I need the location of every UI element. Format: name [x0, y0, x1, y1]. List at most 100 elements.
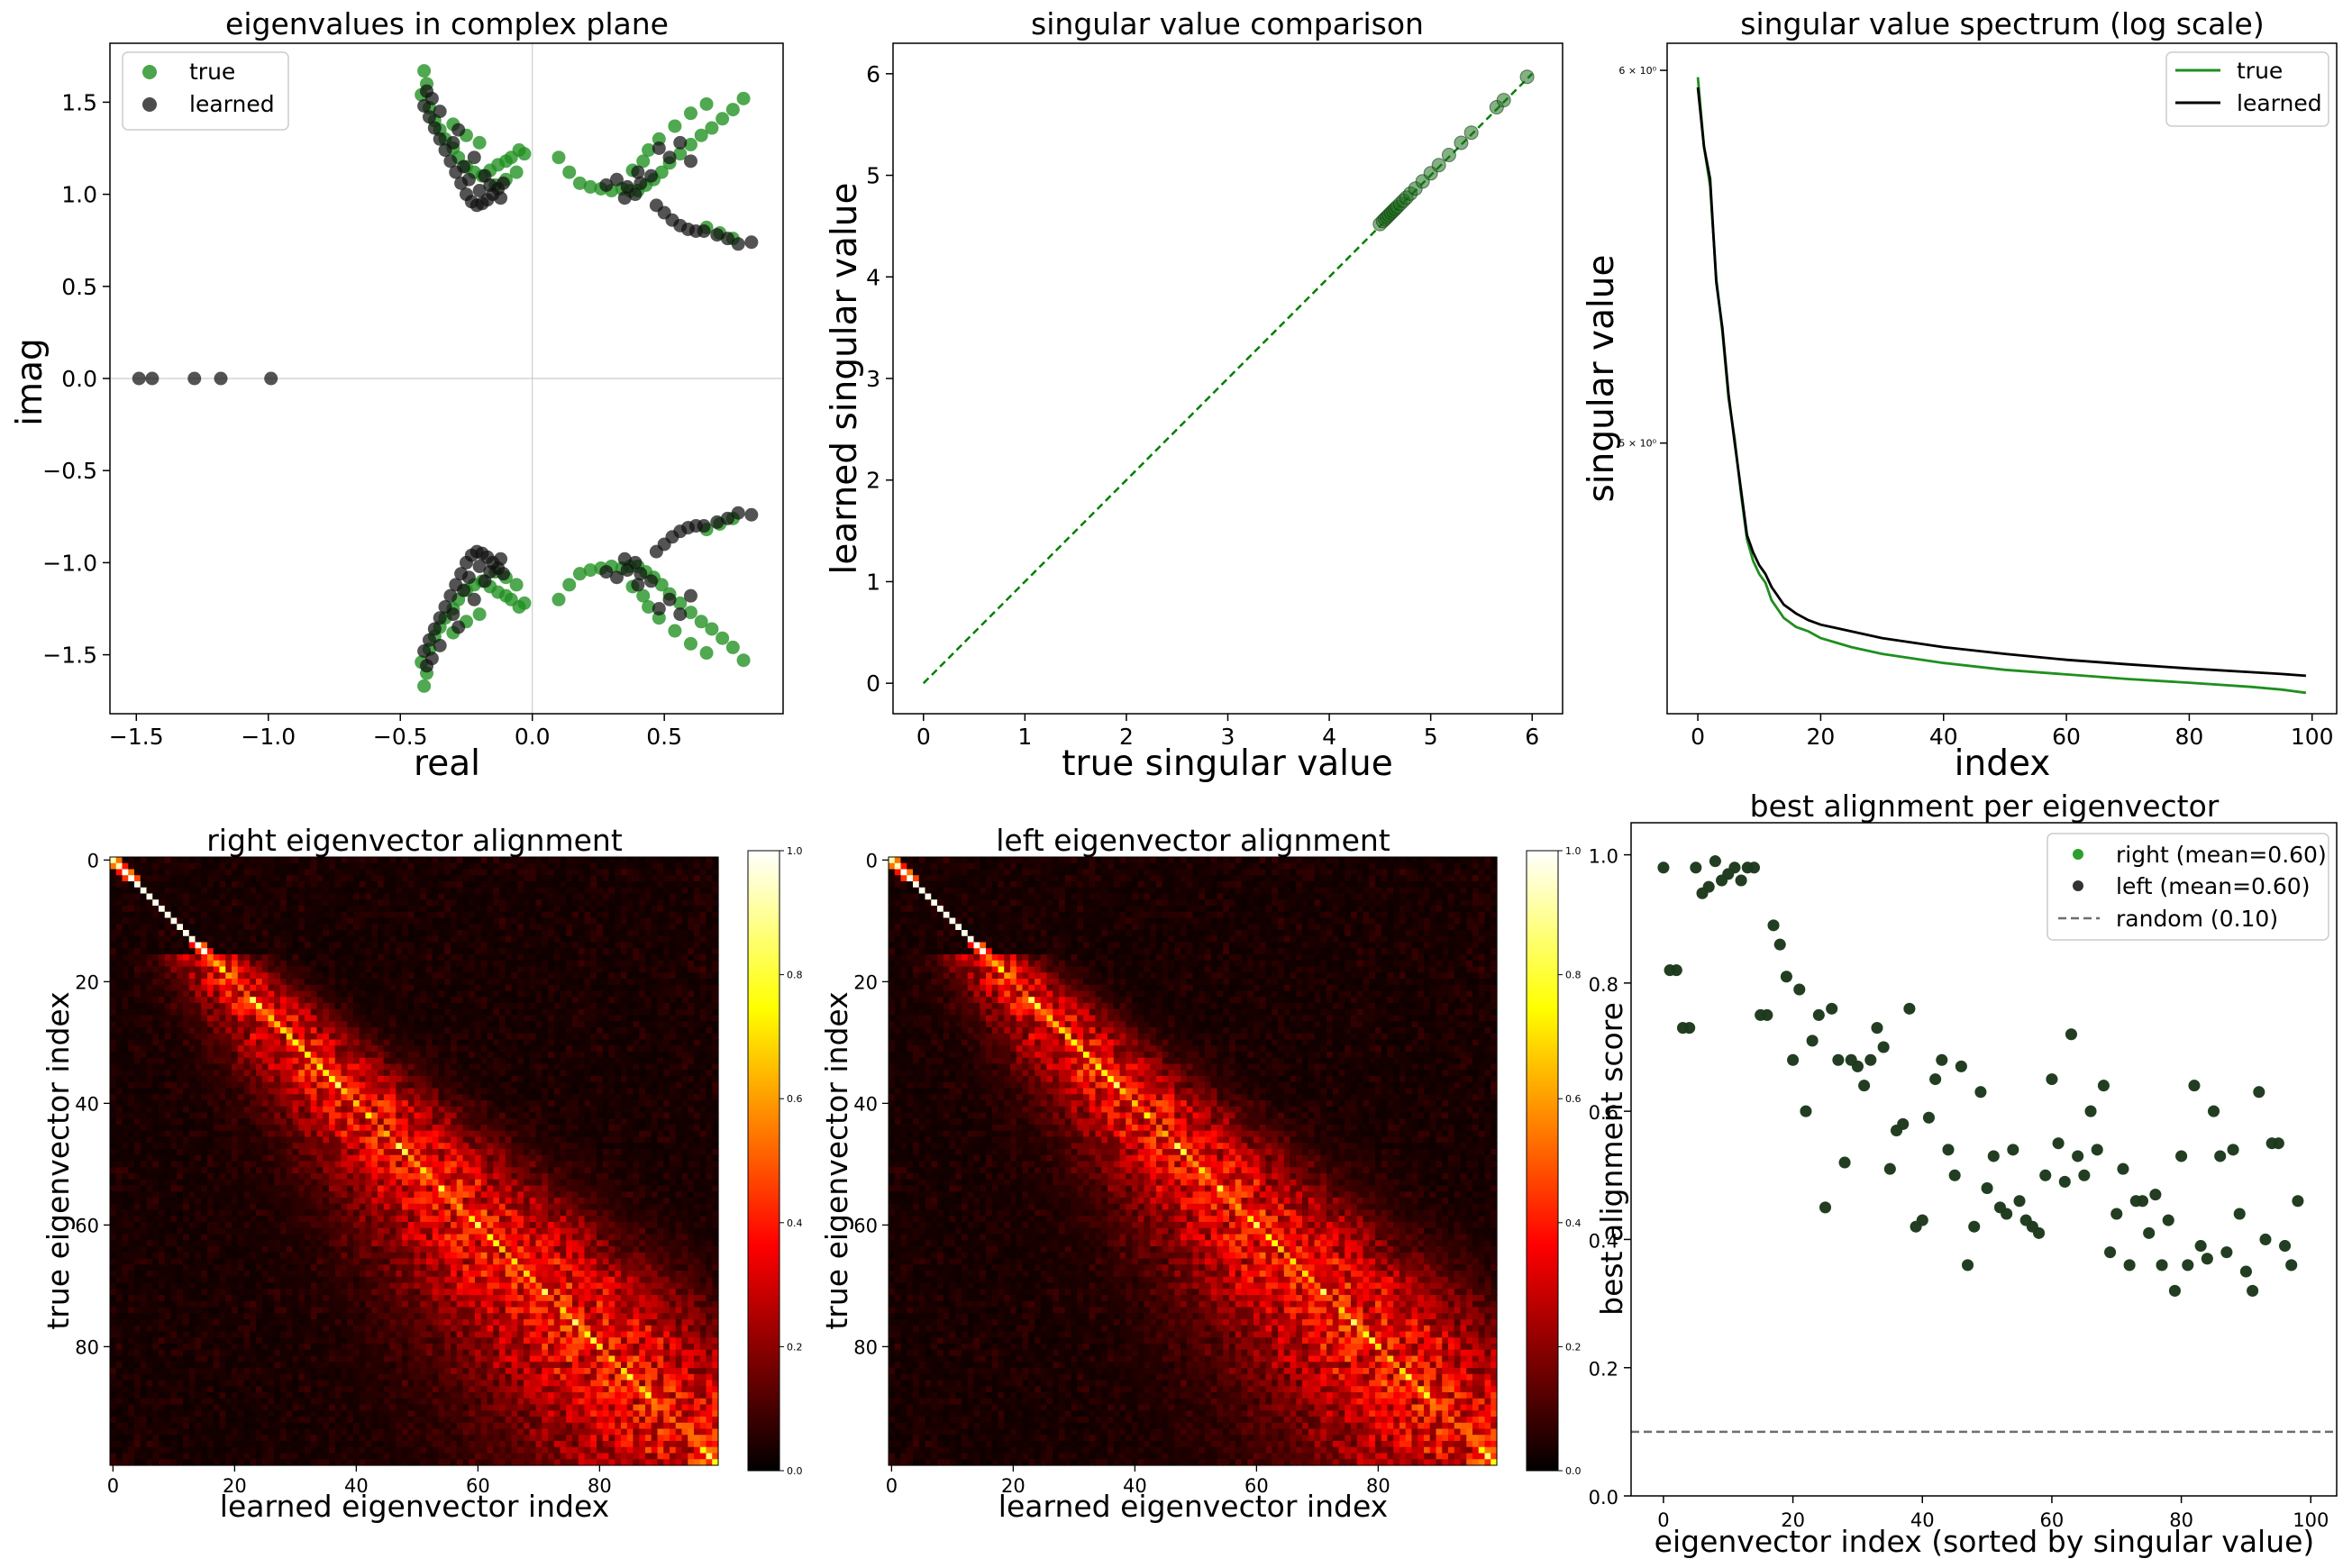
heatmap-cell	[213, 979, 221, 986]
heatmap-cell	[323, 917, 330, 925]
heatmap-cell	[699, 1057, 707, 1065]
heatmap-cell	[219, 1033, 226, 1041]
heatmap-cell	[359, 1070, 367, 1077]
heatmap-cell	[256, 1130, 263, 1138]
true-eigenvalue-point	[517, 596, 532, 610]
heatmap-cell	[529, 906, 537, 913]
heatmap-cell	[499, 917, 506, 925]
heatmap-cell	[195, 1063, 202, 1071]
heatmap-cell	[688, 881, 695, 889]
heatmap-cell	[164, 924, 172, 931]
heatmap-cell	[407, 954, 415, 962]
heatmap-cell	[584, 893, 591, 900]
heatmap-cell	[201, 930, 208, 937]
heatmap-cell	[602, 954, 610, 962]
heatmap-cell	[201, 954, 208, 962]
heatmap-cell	[608, 887, 615, 895]
heatmap-cell	[347, 1088, 354, 1095]
heatmap-cell	[128, 942, 135, 949]
heatmap-cell	[572, 1045, 579, 1053]
heatmap-cell	[140, 1052, 148, 1059]
heatmap-cell	[657, 1118, 664, 1126]
heatmap-cell	[456, 899, 464, 907]
heatmap-cell	[286, 924, 294, 931]
heatmap-cell	[237, 930, 245, 937]
heatmap-cell	[110, 1070, 117, 1077]
heatmap-cell	[444, 935, 451, 944]
heatmap-cell	[170, 1021, 178, 1028]
heatmap-cell	[462, 899, 469, 907]
learned-eigenvalue-point	[427, 622, 442, 636]
heatmap-cell	[633, 906, 640, 913]
heatmap-cell	[389, 1106, 397, 1114]
heatmap-cell	[438, 1094, 445, 1101]
heatmap-cell	[371, 942, 378, 949]
heatmap-cell	[529, 979, 537, 986]
heatmap-cell	[505, 893, 513, 900]
heatmap-cell	[438, 984, 445, 992]
heatmap-cell	[499, 972, 506, 980]
heatmap-cell	[584, 1081, 591, 1089]
heatmap-cell	[195, 917, 202, 925]
heatmap-cell	[517, 1081, 524, 1089]
learned-eigenvalue-point	[652, 141, 666, 156]
heatmap-cell	[456, 948, 464, 955]
heatmap-cell	[542, 1112, 549, 1119]
heatmap-cell	[414, 960, 421, 968]
heatmap-cell	[286, 862, 294, 871]
heatmap-cell	[529, 881, 537, 889]
heatmap-cell	[323, 1027, 330, 1035]
heatmap-cell	[305, 887, 312, 895]
heatmap-cell	[553, 924, 561, 931]
heatmap-cell	[268, 917, 275, 925]
learned-eigenvalue-point	[644, 574, 659, 588]
heatmap-cell	[548, 1039, 555, 1046]
heatmap-cell	[548, 1033, 555, 1041]
heatmap-cell	[310, 1094, 318, 1101]
heatmap-cell	[432, 1033, 440, 1041]
heatmap-cell	[243, 1088, 251, 1095]
heatmap-cell	[584, 990, 591, 998]
heatmap-cell	[292, 1021, 299, 1028]
heatmap-cell	[110, 948, 117, 955]
heatmap-cell	[201, 1008, 208, 1016]
heatmap-cell	[334, 1039, 342, 1046]
heatmap-cell	[553, 948, 561, 955]
heatmap-cell	[657, 869, 664, 876]
heatmap-cell	[621, 1021, 628, 1028]
heatmap-cell	[560, 887, 567, 895]
heatmap-cell	[280, 906, 287, 913]
heatmap-cell	[535, 966, 542, 973]
heatmap-cell	[201, 1052, 208, 1059]
heatmap-cell	[657, 979, 664, 986]
heatmap-cell	[164, 935, 172, 944]
heatmap-cell	[347, 960, 354, 968]
heatmap-cell	[213, 1100, 221, 1108]
learned-eigenvalue-point	[446, 607, 460, 622]
heatmap-cell	[134, 1125, 141, 1132]
heatmap-cell	[188, 1003, 196, 1010]
heatmap-cell	[462, 1112, 469, 1119]
heatmap-cell	[699, 899, 707, 907]
heatmap-cell	[365, 906, 372, 913]
heatmap-cell	[170, 1027, 178, 1035]
heatmap-cell	[323, 887, 330, 895]
heatmap-cell	[183, 1076, 190, 1083]
heatmap-cell	[389, 966, 397, 973]
heatmap-cell	[201, 1076, 208, 1083]
heatmap-cell	[225, 1063, 232, 1071]
heatmap-cell	[608, 1039, 615, 1046]
heatmap-cell	[499, 1094, 506, 1101]
heatmap-cell	[505, 1033, 513, 1041]
heatmap-cell	[566, 1063, 573, 1071]
heatmap-cell	[347, 948, 354, 955]
heatmap-cell	[232, 1076, 239, 1083]
heatmap-cell	[529, 1106, 537, 1114]
heatmap-cell	[602, 1063, 610, 1071]
heatmap-cell	[159, 881, 166, 889]
heatmap-cell	[639, 917, 646, 925]
heatmap-cell	[420, 1081, 427, 1089]
heatmap-cell	[378, 862, 385, 871]
heatmap-cell	[292, 906, 299, 913]
heatmap-cell	[493, 1088, 500, 1095]
